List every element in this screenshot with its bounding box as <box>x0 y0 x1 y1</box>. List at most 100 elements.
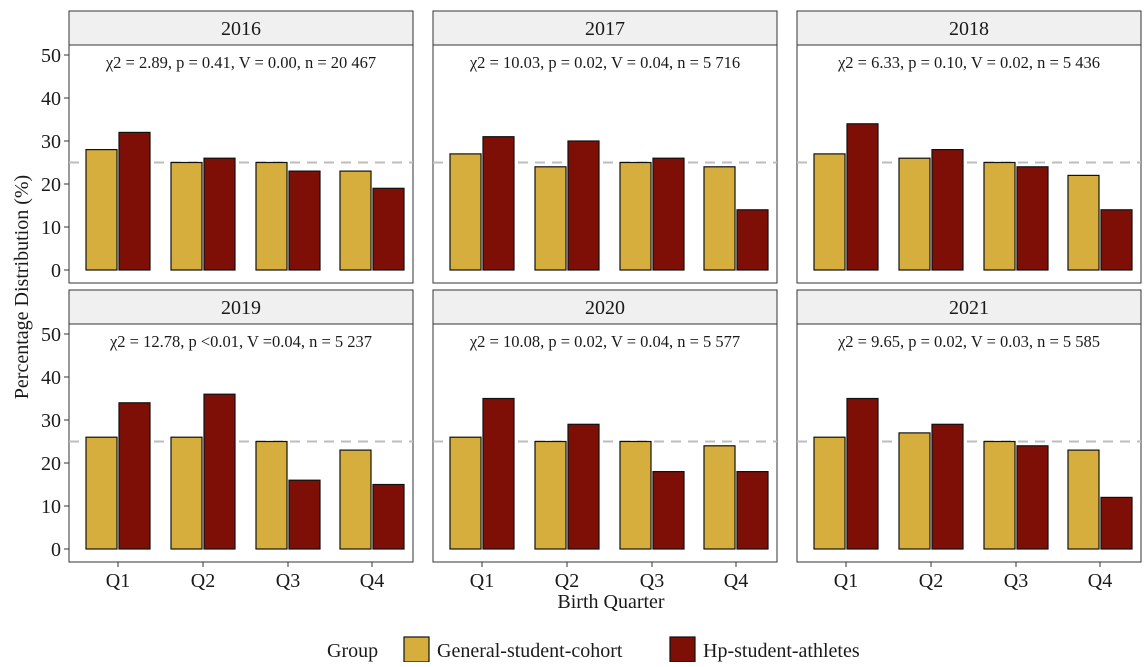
bar-hp-q2 <box>567 140 600 271</box>
panel-border <box>68 44 414 284</box>
facet-strip <box>68 10 414 46</box>
bar-hp-q4 <box>736 209 769 271</box>
legend-swatch <box>669 636 696 663</box>
bar-hp-q3 <box>652 157 685 271</box>
x-tick-label: Q1 <box>470 570 494 592</box>
facet-title: 2020 <box>585 297 625 319</box>
bar-general-q1 <box>449 436 482 550</box>
bar-general-q2 <box>534 166 567 271</box>
x-tick-label: Q3 <box>276 570 300 592</box>
panel-border <box>796 323 1142 563</box>
bar-general-q3 <box>983 440 1016 550</box>
y-tick-label: 10 <box>41 496 61 518</box>
facet-title: 2019 <box>221 297 261 319</box>
stats-annotation: χ2 = 2.89, p = 0.41, V = 0.00, n = 20 46… <box>105 53 376 72</box>
bar-general-q4 <box>703 445 736 550</box>
bar-hp-q1 <box>118 402 151 550</box>
bar-general-q3 <box>255 440 288 550</box>
bar-hp-q3 <box>1016 166 1049 271</box>
bar-general-q2 <box>534 440 567 550</box>
y-tick-label: 40 <box>41 88 61 110</box>
stats-annotation: χ2 = 9.65, p = 0.02, V = 0.03, n = 5 585 <box>837 332 1100 351</box>
bar-hp-q4 <box>1100 496 1133 550</box>
x-tick-label: Q3 <box>640 570 664 592</box>
bar-hp-q2 <box>203 157 236 271</box>
facet-title: 2017 <box>585 18 625 40</box>
bar-general-q1 <box>813 153 846 271</box>
bar-hp-q3 <box>1016 445 1049 550</box>
facet-title: 2016 <box>221 18 261 40</box>
bar-hp-q3 <box>288 479 321 550</box>
y-tick-label: 0 <box>51 539 61 561</box>
bar-hp-q1 <box>846 397 879 550</box>
bar-general-q2 <box>898 157 931 271</box>
bar-general-q3 <box>619 440 652 550</box>
bar-general-q1 <box>449 153 482 271</box>
x-tick-label: Q2 <box>555 570 579 592</box>
y-tick-label: 50 <box>41 324 61 346</box>
stats-annotation: χ2 = 10.08, p = 0.02, V = 0.04, n = 5 57… <box>469 332 740 351</box>
stats-annotation: χ2 = 6.33, p = 0.10, V = 0.02, n = 5 436 <box>837 53 1100 72</box>
legend-label: Hp-student-athletes <box>703 640 860 662</box>
bar-general-q4 <box>1067 174 1100 271</box>
x-tick-label: Q1 <box>834 570 858 592</box>
bar-hp-q4 <box>736 471 769 550</box>
panel-border <box>432 323 778 563</box>
bar-hp-q2 <box>567 423 600 550</box>
y-tick-label: 30 <box>41 410 61 432</box>
x-tick-label: Q4 <box>724 570 748 592</box>
bar-hp-q2 <box>931 423 964 550</box>
x-tick-label: Q4 <box>1088 570 1112 592</box>
facet-strip <box>432 10 778 46</box>
bar-hp-q4 <box>372 187 405 271</box>
bar-general-q2 <box>170 436 203 550</box>
bar-general-q1 <box>85 149 118 271</box>
bar-hp-q1 <box>482 397 515 550</box>
legend-label: General-student-cohort <box>437 640 623 662</box>
x-tick-label: Q3 <box>1004 570 1028 592</box>
legend-title: Group <box>327 640 378 662</box>
bar-hp-q2 <box>203 393 236 550</box>
stats-annotation: χ2 = 12.78, p <0.01, V =0.04, n = 5 237 <box>109 332 372 351</box>
bar-general-q4 <box>339 170 372 271</box>
x-tick-label: Q2 <box>919 570 943 592</box>
bar-general-q4 <box>1067 449 1100 550</box>
y-tick-label: 30 <box>41 131 61 153</box>
bar-hp-q4 <box>1100 209 1133 271</box>
bar-general-q3 <box>619 161 652 271</box>
bar-hp-q4 <box>372 483 405 550</box>
y-tick-label: 40 <box>41 367 61 389</box>
panel-border <box>432 44 778 284</box>
y-tick-label: 20 <box>41 174 61 196</box>
bar-hp-q3 <box>652 471 685 550</box>
y-tick-label: 10 <box>41 217 61 239</box>
y-axis-title: Percentage Distribution (%) <box>11 175 33 399</box>
panel-border <box>68 323 414 563</box>
facet-strip <box>796 289 1142 325</box>
bar-hp-q3 <box>288 170 321 271</box>
x-axis-title: Birth Quarter <box>557 591 665 613</box>
facet-strip <box>432 289 778 325</box>
bar-hp-q1 <box>482 136 515 271</box>
legend-swatch <box>403 636 430 663</box>
bar-general-q1 <box>85 436 118 550</box>
stats-annotation: χ2 = 10.03, p = 0.02, V = 0.04, n = 5 71… <box>469 53 740 72</box>
bar-hp-q1 <box>118 131 151 271</box>
bar-general-q3 <box>255 161 288 271</box>
x-tick-label: Q1 <box>106 570 130 592</box>
panel-border <box>796 44 1142 284</box>
x-tick-label: Q2 <box>191 570 215 592</box>
facet-title: 2021 <box>949 297 989 319</box>
bar-general-q1 <box>813 436 846 550</box>
facet-strip <box>68 289 414 325</box>
x-tick-label: Q4 <box>360 570 384 592</box>
bar-general-q4 <box>339 449 372 550</box>
bar-general-q2 <box>170 161 203 271</box>
y-tick-label: 50 <box>41 45 61 67</box>
bar-general-q2 <box>898 432 931 550</box>
bar-general-q4 <box>703 166 736 271</box>
y-tick-label: 20 <box>41 453 61 475</box>
y-tick-label: 0 <box>51 260 61 282</box>
